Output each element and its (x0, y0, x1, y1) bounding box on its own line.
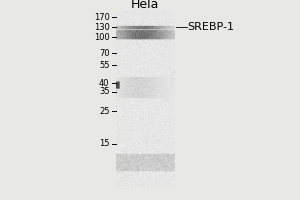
Text: 70: 70 (99, 48, 110, 58)
Text: 40: 40 (99, 78, 110, 88)
Text: 25: 25 (99, 107, 110, 116)
Text: 15: 15 (99, 140, 110, 148)
Text: 130: 130 (94, 22, 109, 31)
Text: 55: 55 (99, 60, 110, 70)
Text: 100: 100 (94, 32, 109, 42)
Text: 35: 35 (99, 88, 110, 97)
Text: Hela: Hela (130, 0, 159, 11)
Text: SREBP-1: SREBP-1 (188, 22, 235, 32)
Text: 170: 170 (94, 12, 109, 21)
